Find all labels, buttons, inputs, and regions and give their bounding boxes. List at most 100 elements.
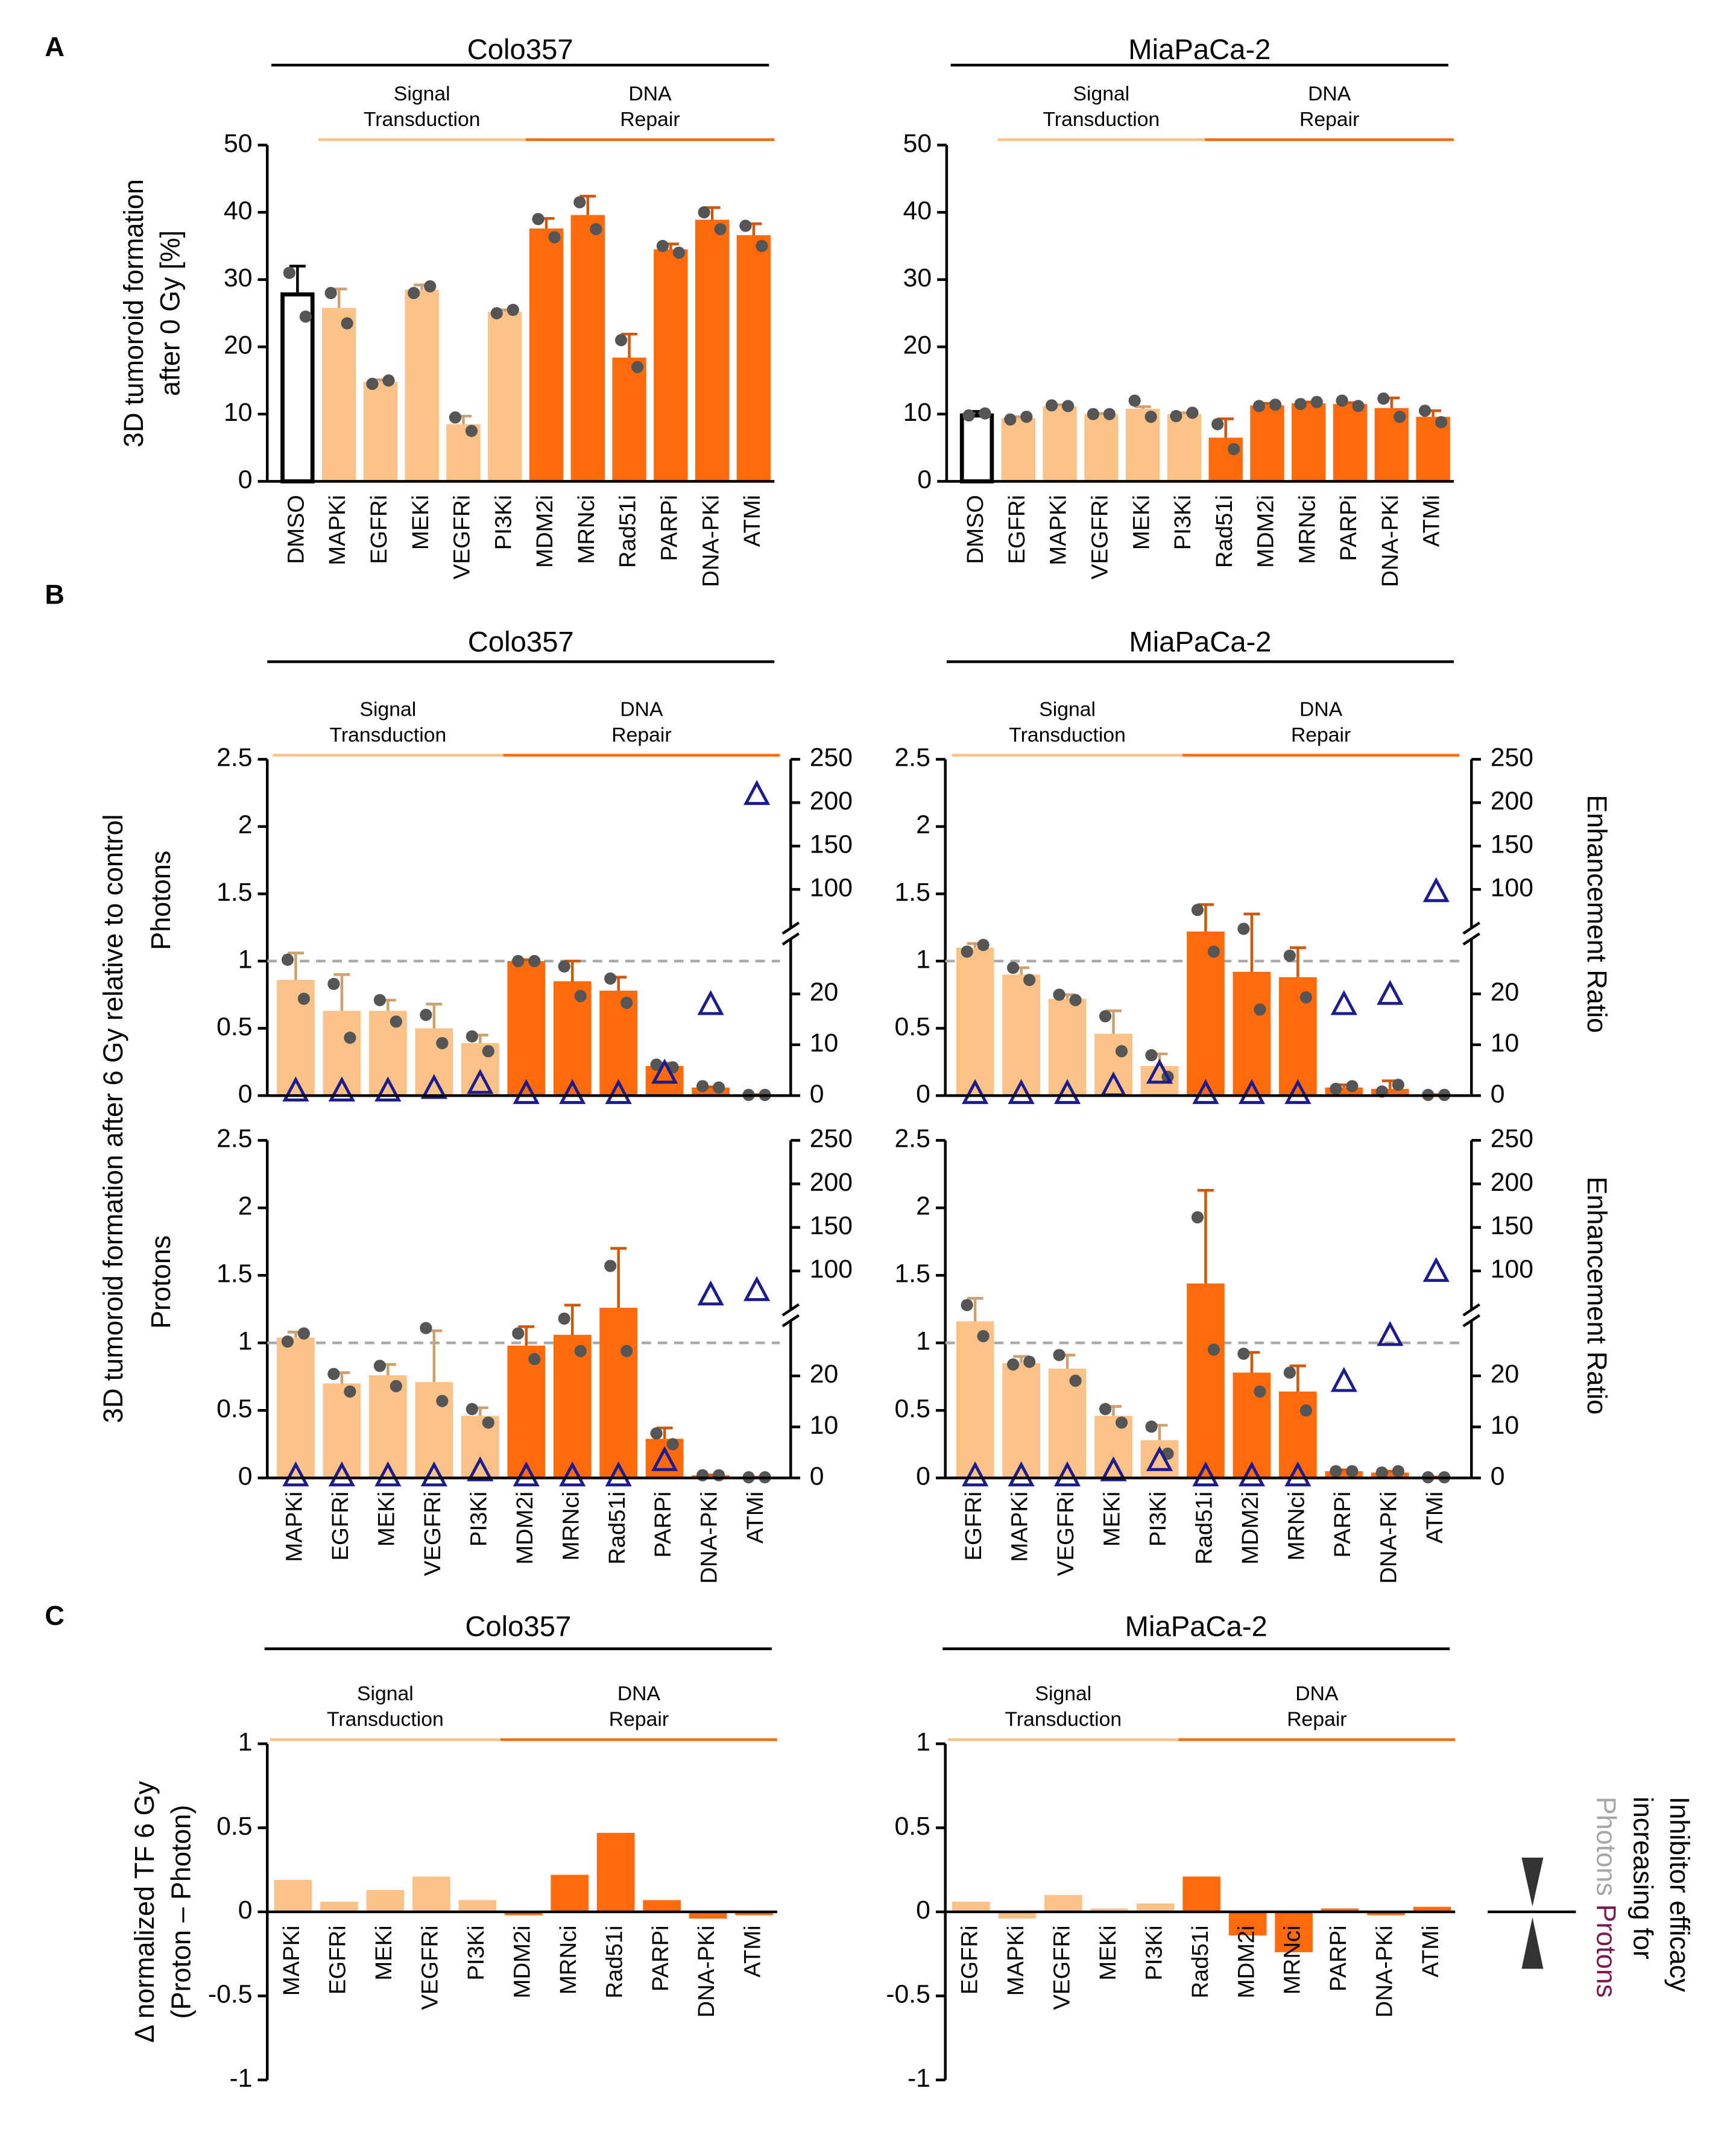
bar: [320, 1902, 358, 1912]
replicate-point: [1207, 1343, 1220, 1356]
y2-tick-label: 250: [810, 743, 853, 772]
replicate-point: [1145, 1049, 1158, 1062]
replicate-point: [558, 1312, 570, 1325]
y-tick-label: -0.5: [208, 1980, 253, 2009]
bar: [612, 358, 646, 482]
replicate-point: [548, 231, 561, 244]
bar: [599, 991, 638, 1096]
chart-title: Colo357: [465, 1610, 571, 1642]
replicate-point: [1007, 962, 1020, 974]
replicate-point: [1336, 394, 1348, 407]
enhancement-ratio-marker: [374, 1076, 402, 1102]
bar: [1292, 403, 1326, 482]
y-tick-label: 40: [903, 196, 932, 225]
replicate-point: [1310, 396, 1323, 408]
replicate-point: [1352, 400, 1365, 412]
group-label: Repair: [611, 724, 671, 746]
replicate-point: [512, 954, 525, 968]
enhancement-ratio-marker: [513, 1461, 540, 1487]
group-label: DNA: [620, 698, 663, 720]
bar: [274, 1879, 312, 1912]
axis-break: [781, 921, 800, 935]
x-tick-label: EGFRi: [957, 1925, 983, 1994]
replicate-point: [466, 1030, 478, 1043]
y-tick-label: 2.5: [895, 1124, 930, 1153]
enhancement-ratio-marker: [605, 1079, 632, 1105]
indicator-arrow-up: [1521, 1917, 1544, 1969]
x-tick-label: MRNci: [573, 495, 599, 564]
bar: [570, 215, 605, 482]
y-axis-label: 3D tumoroid formation after 6 Gy relativ…: [98, 814, 128, 1423]
replicate-point: [327, 1367, 340, 1380]
replicate-point: [1099, 1010, 1112, 1023]
replicate-point: [1023, 1355, 1036, 1368]
replicate-point: [650, 1427, 663, 1440]
x-tick-label: MAPKi: [279, 1925, 305, 1996]
bar: [323, 1011, 361, 1096]
x-tick-label: Rad51i: [1211, 495, 1237, 568]
replicate-point: [1099, 1402, 1112, 1416]
y-tick-label: 2.5: [216, 1124, 252, 1153]
replicate-point: [650, 1058, 663, 1071]
replicate-point: [1069, 1374, 1082, 1387]
note-protons: Protons: [1591, 1904, 1622, 1998]
replicate-point: [1346, 1465, 1359, 1478]
enhancement-ratio-marker: [1284, 1079, 1311, 1105]
y-tick-label: 0: [238, 465, 253, 494]
replicate-point: [283, 266, 295, 279]
bar: [1208, 437, 1243, 482]
group-label: Signal: [1073, 82, 1130, 105]
y-tick-label: 2: [916, 1192, 930, 1221]
y-tick-label: -1: [230, 2064, 253, 2093]
bar: [1140, 1440, 1179, 1478]
replicate-point: [344, 1032, 356, 1044]
bar: [998, 1911, 1037, 1919]
enhancement-ratio-marker: [743, 780, 771, 806]
y-tick-label: 0.5: [895, 1812, 930, 1841]
replicate-point: [656, 239, 669, 253]
replicate-point: [1053, 988, 1065, 1001]
replicate-point: [1252, 400, 1266, 412]
replicate-point: [465, 424, 478, 437]
bar: [551, 1875, 589, 1912]
bar: [458, 1900, 497, 1912]
x-tick-label: MEKi: [373, 1492, 399, 1547]
group-label: Signal: [360, 698, 417, 720]
x-tick-label: VEGFRi: [420, 1492, 446, 1576]
x-tick-label: MRNci: [1280, 1925, 1305, 1994]
replicate-point: [1144, 411, 1157, 423]
bar: [553, 981, 592, 1096]
x-tick-label: EGFRi: [325, 1925, 351, 1994]
x-tick-label: PI3Ki: [1145, 1492, 1171, 1547]
panel-label: C: [45, 1600, 64, 1631]
chart-title: MiaPaCa-2: [1128, 34, 1270, 66]
y2-tick-label: 200: [1491, 1168, 1533, 1197]
y2-tick-label: 250: [810, 1124, 853, 1153]
bar: [1325, 1471, 1363, 1478]
bar: [1043, 406, 1077, 482]
replicate-point: [327, 977, 340, 991]
x-tick-label: MEKi: [371, 1925, 397, 1980]
y-tick-label: 0: [916, 1462, 930, 1491]
y-tick-label: 2: [916, 810, 930, 839]
y2-tick-label: 250: [1491, 743, 1533, 772]
enhancement-ratio-marker: [1422, 1257, 1450, 1282]
bar: [1187, 1283, 1225, 1478]
y-tick-label: 50: [903, 129, 932, 158]
replicate-point: [574, 1345, 587, 1357]
replicate-point: [382, 374, 395, 387]
replicate-point: [1115, 1045, 1128, 1058]
bar: [952, 1902, 990, 1912]
replicate-point: [1346, 1080, 1359, 1093]
group-label: Repair: [620, 108, 680, 131]
replicate-point: [573, 196, 586, 209]
bar: [1371, 1472, 1409, 1478]
enhancement-ratio-marker: [1422, 877, 1450, 903]
enhancement-ratio-marker: [605, 1461, 632, 1487]
replicate-point: [1330, 1465, 1342, 1478]
axis-break: [1462, 921, 1480, 935]
y2-tick-label: 150: [810, 1211, 853, 1240]
x-tick-label: MAPKi: [1007, 1492, 1033, 1562]
y-tick-label: 0.5: [216, 1395, 252, 1424]
x-tick-label: EGFRi: [1004, 495, 1030, 564]
